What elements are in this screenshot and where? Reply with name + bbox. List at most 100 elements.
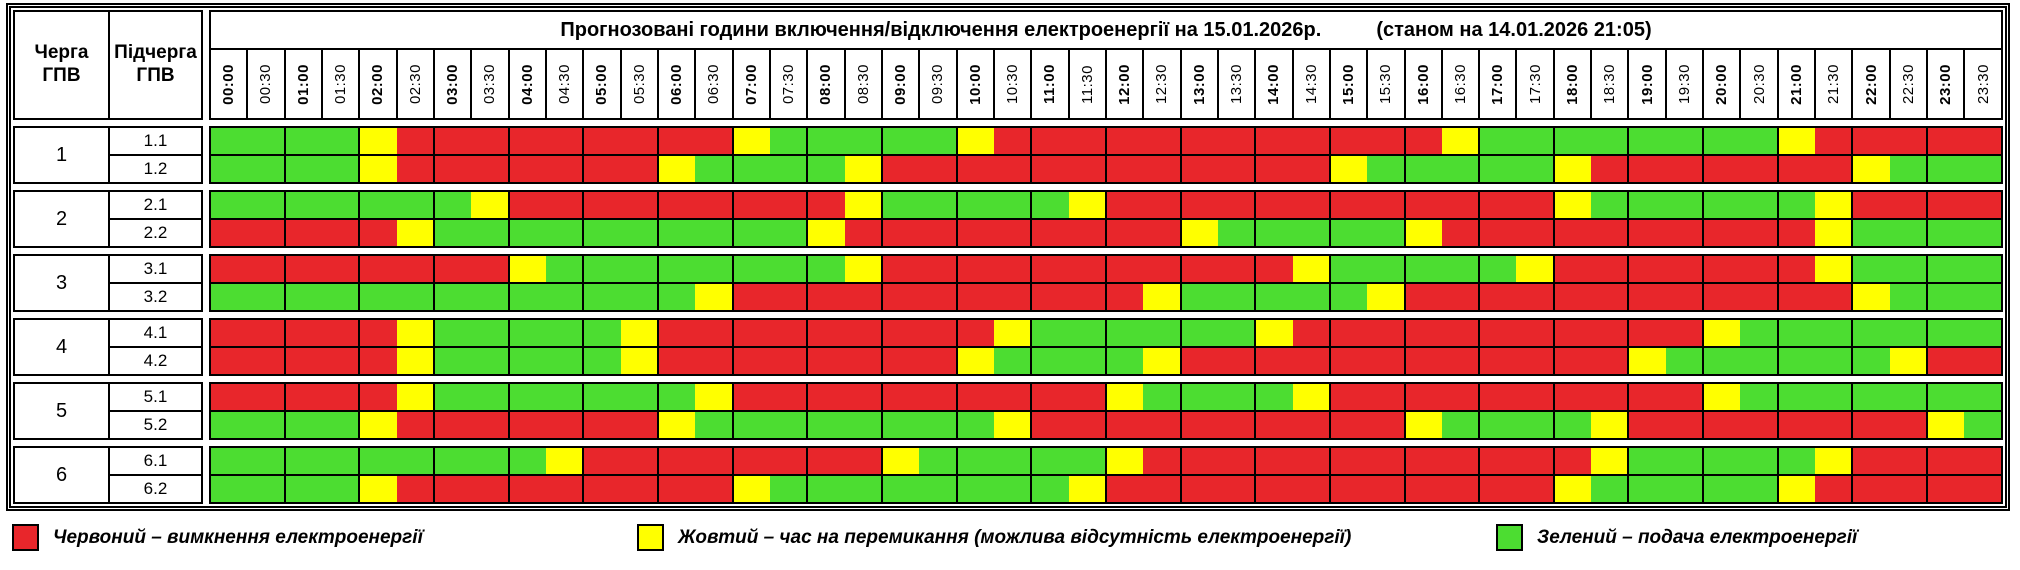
slot-cell [880, 320, 920, 346]
slot-cell [283, 128, 322, 154]
subqueue-cell: 3.2 [143, 287, 168, 306]
slot-cell [1889, 476, 1927, 502]
time-header-box: Прогнозовані години включення/відключенн… [209, 10, 2003, 120]
slot-cell [1665, 284, 1703, 310]
slot-cell [1104, 384, 1144, 410]
slot-cell [1292, 476, 1329, 502]
time-label: 07:30 [780, 63, 798, 105]
slot-cell [844, 128, 881, 154]
slot-cell [1926, 384, 1965, 410]
slot-cell [1665, 476, 1703, 502]
legend-label-red: Червоний – вимкнення електроенергії [53, 526, 423, 548]
slot-cell [1254, 320, 1293, 346]
slot-cell [358, 256, 397, 282]
slot-cell [993, 128, 1031, 154]
subqueue-cell: 6.2 [143, 479, 168, 498]
slot-cell [283, 476, 322, 502]
time-label: 01:30 [332, 63, 350, 105]
slot-cell [582, 256, 621, 282]
slot-cell [1254, 476, 1293, 502]
slot-cell [1926, 476, 1965, 502]
slot-cell [396, 192, 433, 218]
time-label-cell: 11:30 [1067, 50, 1105, 118]
slot-cell [695, 476, 732, 502]
slot-cell [844, 348, 881, 374]
time-label-cell: 08:00 [806, 50, 843, 118]
slot-cell [1889, 412, 1927, 438]
time-label-cell: 03:00 [432, 50, 470, 118]
slot-cell [396, 448, 433, 474]
slot-cell [769, 128, 807, 154]
slot-cell [1030, 320, 1069, 346]
slot-cell [1030, 284, 1069, 310]
slot-cell [1889, 320, 1927, 346]
subqueue-cell: 2.2 [143, 223, 168, 242]
group-left: 4 4.1 4.2 [13, 318, 203, 376]
time-label-cell: 19:30 [1664, 50, 1702, 118]
slot-cell [1217, 220, 1255, 246]
slot-cell [993, 156, 1031, 182]
slot-cell [1217, 320, 1255, 346]
slot-cell [211, 128, 248, 154]
slot-cell [1815, 284, 1852, 310]
slot-cell [1889, 192, 1927, 218]
slot-cell [283, 220, 322, 246]
time-label-cell: 01:30 [320, 50, 358, 118]
slot-cell [471, 476, 508, 502]
slot-cell [1367, 348, 1404, 374]
slot-cell [1254, 128, 1293, 154]
time-label-cell: 21:30 [1814, 50, 1851, 118]
slot-cell [1702, 220, 1741, 246]
slot-cell [247, 476, 284, 502]
slot-cell [1030, 128, 1069, 154]
slot-cell [1179, 128, 1218, 154]
slot-cell [1179, 448, 1218, 474]
subqueue-column: 5.1 5.2 [110, 384, 201, 438]
slot-cell [1776, 128, 1816, 154]
slot-cell [1217, 256, 1255, 282]
slot-cell [1740, 476, 1777, 502]
slot-cell [880, 192, 920, 218]
slot-cell [1030, 448, 1069, 474]
slot-cell [1068, 220, 1105, 246]
slot-cell [1851, 448, 1890, 474]
slot-cell [1143, 448, 1180, 474]
slot-cell [1702, 476, 1741, 502]
time-label: 04:30 [556, 63, 574, 105]
slot-cell [1591, 156, 1628, 182]
slot-cell [1254, 220, 1293, 246]
time-label-cell: 18:00 [1552, 50, 1590, 118]
slot-cell [1143, 476, 1180, 502]
slot-cell [1030, 256, 1069, 282]
slot-cell [432, 128, 472, 154]
slot-cell [1441, 284, 1479, 310]
slot-cell [1292, 384, 1329, 410]
subqueue-cell: 4.1 [110, 320, 201, 348]
slot-cell [283, 256, 322, 282]
slot-cell [1030, 192, 1069, 218]
slot-cell [993, 284, 1031, 310]
slot-cell [247, 348, 284, 374]
status-timestamp: (станом на 14.01.2026 21:05) [1376, 18, 1652, 41]
time-label: 21:30 [1825, 63, 1843, 105]
slot-cell [806, 128, 845, 154]
time-label: 09:00 [892, 63, 910, 105]
slot-cell [1328, 156, 1368, 182]
slot-cell [1591, 476, 1628, 502]
slot-cell [806, 384, 845, 410]
group-grid [209, 318, 2003, 376]
slot-cell [1030, 220, 1069, 246]
queue-header-line2: ГПВ [42, 65, 81, 86]
slot-cell [880, 256, 920, 282]
slot-cell [545, 284, 583, 310]
time-label: 21:00 [1787, 63, 1805, 105]
time-label-cell: 17:30 [1515, 50, 1552, 118]
slot-cell [1328, 192, 1368, 218]
time-label: 06:30 [705, 63, 723, 105]
slot-cell [1776, 412, 1816, 438]
slot-cell [1740, 128, 1777, 154]
slot-cell [993, 220, 1031, 246]
slot-cell [582, 128, 621, 154]
legend-item-yellow: Жовтий – час на перемикання (можлива від… [637, 524, 1351, 551]
slot-cell [1217, 476, 1255, 502]
